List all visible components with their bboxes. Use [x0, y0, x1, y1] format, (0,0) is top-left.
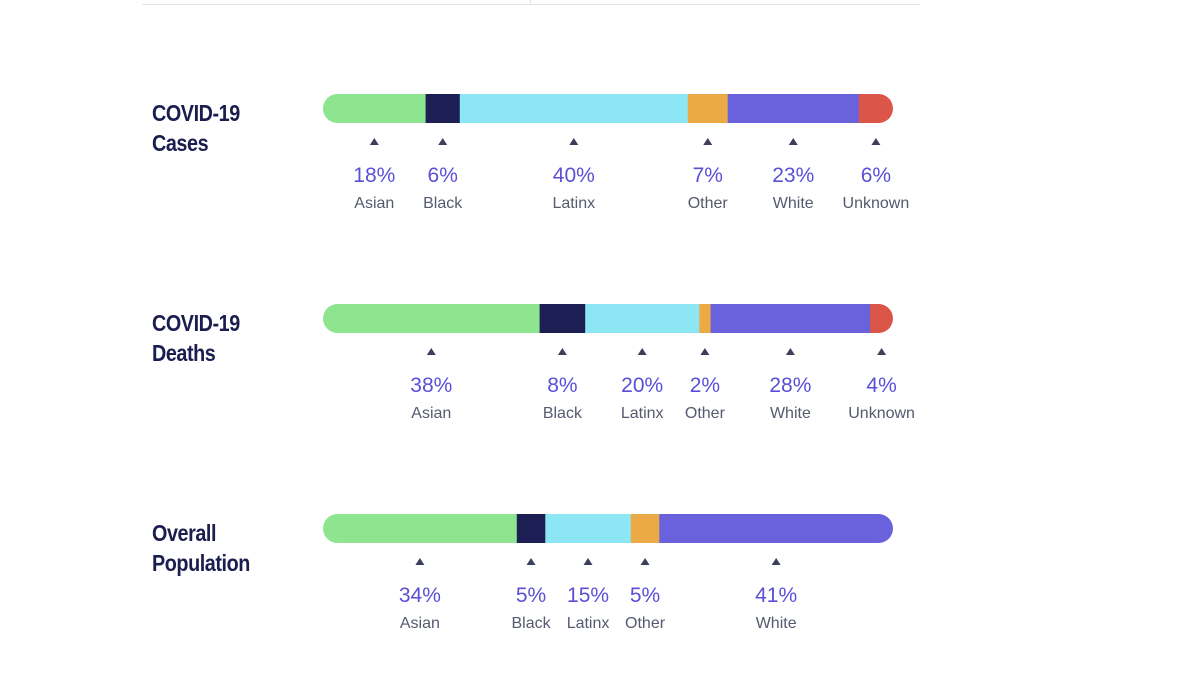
bar-segment-asian: [323, 94, 427, 123]
chart-title: COVID-19 Cases: [152, 98, 240, 158]
category-label: Asian: [354, 195, 394, 212]
category-label: Latinx: [621, 405, 664, 422]
percent-label: 38%: [410, 374, 452, 397]
chart-title-line-1: COVID-19: [152, 100, 240, 126]
chart-title-line-1: Overall: [152, 520, 217, 546]
bar-segment-black: [425, 94, 461, 123]
bar-segment-latinx: [545, 514, 632, 543]
bar-segment-white: [727, 94, 860, 123]
chart-overall-population: Overall Population 34% Asian 5% Black 15% Lat…: [0, 514, 1200, 678]
chart-title-line-1: COVID-19: [152, 310, 240, 336]
bar-segment-asian: [323, 304, 541, 333]
percent-label: 40%: [553, 164, 595, 187]
category-label: Black: [543, 405, 583, 422]
category-label: Other: [685, 405, 726, 422]
pointer-triangle-icon: [871, 138, 881, 145]
percent-label: 15%: [567, 584, 609, 607]
category-label: White: [770, 405, 811, 422]
bar-segment-other: [699, 304, 712, 333]
percent-label: 34%: [399, 584, 441, 607]
pointer-triangle-icon: [788, 138, 798, 145]
bar-segment-other: [630, 514, 660, 543]
chart-title-line-2: Population: [152, 550, 250, 576]
bar-segment-other: [687, 94, 729, 123]
chart-title: Overall Population: [152, 518, 250, 578]
pointer-triangle-icon: [771, 558, 781, 565]
bar-track: [323, 514, 893, 543]
pointer-triangle-icon: [569, 138, 579, 145]
percent-label: 6%: [428, 164, 458, 187]
stacked-bar-chart: 34% Asian 5% Black 15% Latinx 5% Other 41% White: [323, 514, 893, 632]
pointer-triangle-icon: [877, 348, 887, 355]
pointer-triangle-icon: [703, 138, 713, 145]
percent-label: 4%: [866, 374, 896, 397]
pointer-triangle-icon: [640, 558, 650, 565]
chart-covid-cases: COVID-19 Cases 18% Asian 6% Black 40% Latinx 7…: [0, 94, 1200, 258]
category-label: White: [756, 615, 797, 632]
pointer-triangle-icon: [785, 348, 795, 355]
chart-covid-deaths: COVID-19 Deaths 38% Asian 8% Black 20% Latinx…: [0, 304, 1200, 468]
category-label: Latinx: [552, 195, 595, 212]
percent-label: 41%: [755, 584, 797, 607]
category-label: Other: [625, 615, 666, 632]
bar-track: [323, 94, 893, 123]
pointer-triangle-icon: [557, 348, 567, 355]
category-label: Black: [511, 615, 551, 632]
top-divider-line: [142, 4, 920, 5]
category-label: Latinx: [567, 615, 610, 632]
pointer-triangle-icon: [369, 138, 379, 145]
category-label: Other: [688, 195, 729, 212]
category-label: Black: [423, 195, 463, 212]
pointer-triangle-icon: [415, 558, 425, 565]
pointer-triangle-icon: [438, 138, 448, 145]
percent-label: 28%: [769, 374, 811, 397]
pointer-triangle-icon: [526, 558, 536, 565]
bar-segment-asian: [323, 514, 518, 543]
category-label: Unknown: [843, 195, 910, 212]
top-divider-tick: [530, 0, 531, 4]
bar-track: [323, 304, 893, 333]
percent-label: 23%: [772, 164, 814, 187]
bar-segment-unknown: [870, 304, 893, 333]
percent-label: 8%: [547, 374, 577, 397]
chart-title: COVID-19 Deaths: [152, 308, 240, 368]
bar-segment-unknown: [858, 94, 893, 123]
bar-segment-black: [516, 514, 546, 543]
percent-label: 18%: [353, 164, 395, 187]
bar-segment-latinx: [459, 94, 689, 123]
pointer-triangle-icon: [637, 348, 647, 355]
bar-segment-white: [659, 514, 893, 543]
pointer-triangle-icon: [583, 558, 593, 565]
pointer-triangle-icon: [700, 348, 710, 355]
percent-label: 2%: [690, 374, 720, 397]
chart-title-line-2: Cases: [152, 130, 209, 156]
percent-label: 7%: [693, 164, 723, 187]
pointer-triangle-icon: [426, 348, 436, 355]
stacked-bar-chart: 18% Asian 6% Black 40% Latinx 7% Other 23% White 6…: [323, 94, 910, 212]
percent-label: 20%: [621, 374, 663, 397]
percent-label: 5%: [630, 584, 660, 607]
bar-segment-black: [539, 304, 586, 333]
percent-label: 5%: [516, 584, 546, 607]
bar-segment-white: [710, 304, 871, 333]
stacked-bar-chart: 38% Asian 8% Black 20% Latinx 2% Other 28% White 4…: [323, 304, 915, 422]
category-label: White: [773, 195, 814, 212]
chart-title-line-2: Deaths: [152, 340, 216, 366]
bar-segment-latinx: [585, 304, 700, 333]
category-label: Asian: [400, 615, 440, 632]
category-label: Asian: [411, 405, 451, 422]
category-label: Unknown: [848, 405, 915, 422]
percent-label: 6%: [861, 164, 891, 187]
